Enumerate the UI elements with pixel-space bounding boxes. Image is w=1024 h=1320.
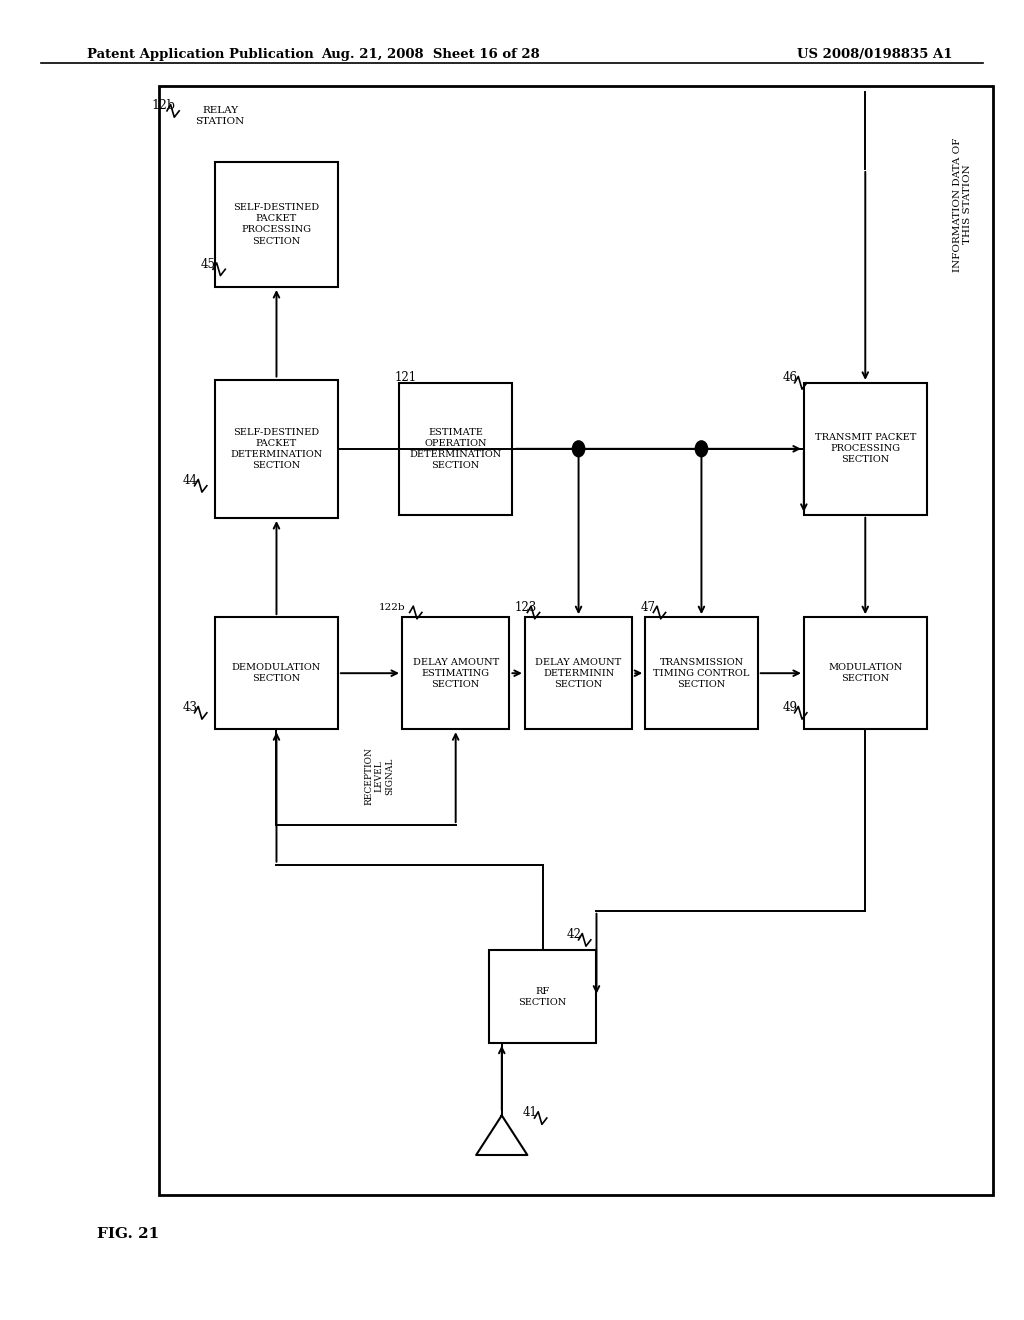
Text: MODULATION
SECTION: MODULATION SECTION bbox=[828, 663, 902, 684]
Text: TRANSMISSION
TIMING CONTROL
SECTION: TRANSMISSION TIMING CONTROL SECTION bbox=[653, 657, 750, 689]
Text: 12b: 12b bbox=[152, 99, 175, 112]
Text: 49: 49 bbox=[782, 701, 798, 714]
Text: 41: 41 bbox=[522, 1106, 538, 1119]
Text: 42: 42 bbox=[566, 928, 582, 941]
FancyBboxPatch shape bbox=[215, 618, 338, 729]
Text: RF
SECTION: RF SECTION bbox=[518, 986, 567, 1007]
Text: DELAY AMOUNT
DETERMININ
SECTION: DELAY AMOUNT DETERMININ SECTION bbox=[536, 657, 622, 689]
Text: ESTIMATE
OPERATION
DETERMINATION
SECTION: ESTIMATE OPERATION DETERMINATION SECTION bbox=[410, 428, 502, 470]
Text: Patent Application Publication: Patent Application Publication bbox=[87, 48, 313, 61]
FancyBboxPatch shape bbox=[804, 383, 927, 515]
Circle shape bbox=[572, 441, 585, 457]
FancyBboxPatch shape bbox=[401, 618, 510, 729]
FancyBboxPatch shape bbox=[489, 950, 596, 1043]
Text: SELF-DESTINED
PACKET
DETERMINATION
SECTION: SELF-DESTINED PACKET DETERMINATION SECTI… bbox=[230, 428, 323, 470]
Text: SELF-DESTINED
PACKET
PROCESSING
SECTION: SELF-DESTINED PACKET PROCESSING SECTION bbox=[233, 203, 319, 246]
Text: 121: 121 bbox=[394, 371, 417, 384]
Text: DEMODULATION
SECTION: DEMODULATION SECTION bbox=[231, 663, 322, 684]
Text: 45: 45 bbox=[201, 257, 216, 271]
Text: RECEPTION
LEVEL
SIGNAL: RECEPTION LEVEL SIGNAL bbox=[364, 747, 394, 805]
Text: DELAY AMOUNT
ESTIMATING
SECTION: DELAY AMOUNT ESTIMATING SECTION bbox=[413, 657, 499, 689]
FancyBboxPatch shape bbox=[645, 618, 758, 729]
FancyBboxPatch shape bbox=[804, 618, 927, 729]
Circle shape bbox=[695, 441, 708, 457]
FancyBboxPatch shape bbox=[399, 383, 512, 515]
Text: Aug. 21, 2008  Sheet 16 of 28: Aug. 21, 2008 Sheet 16 of 28 bbox=[321, 48, 540, 61]
FancyBboxPatch shape bbox=[159, 86, 993, 1195]
FancyBboxPatch shape bbox=[215, 162, 338, 288]
Text: INFORMATION DATA OF
THIS STATION: INFORMATION DATA OF THIS STATION bbox=[953, 137, 972, 272]
Text: FIG. 21: FIG. 21 bbox=[97, 1226, 160, 1241]
Text: US 2008/0198835 A1: US 2008/0198835 A1 bbox=[797, 48, 952, 61]
Text: 122b: 122b bbox=[379, 603, 406, 611]
Text: 46: 46 bbox=[782, 371, 798, 384]
Text: 43: 43 bbox=[182, 701, 198, 714]
Text: RELAY
STATION: RELAY STATION bbox=[196, 107, 245, 125]
FancyBboxPatch shape bbox=[215, 380, 338, 517]
Text: 44: 44 bbox=[182, 474, 198, 487]
FancyBboxPatch shape bbox=[524, 618, 632, 729]
Text: 47: 47 bbox=[641, 601, 656, 614]
Text: 123: 123 bbox=[515, 601, 538, 614]
Text: TRANSMIT PACKET
PROCESSING
SECTION: TRANSMIT PACKET PROCESSING SECTION bbox=[815, 433, 915, 465]
